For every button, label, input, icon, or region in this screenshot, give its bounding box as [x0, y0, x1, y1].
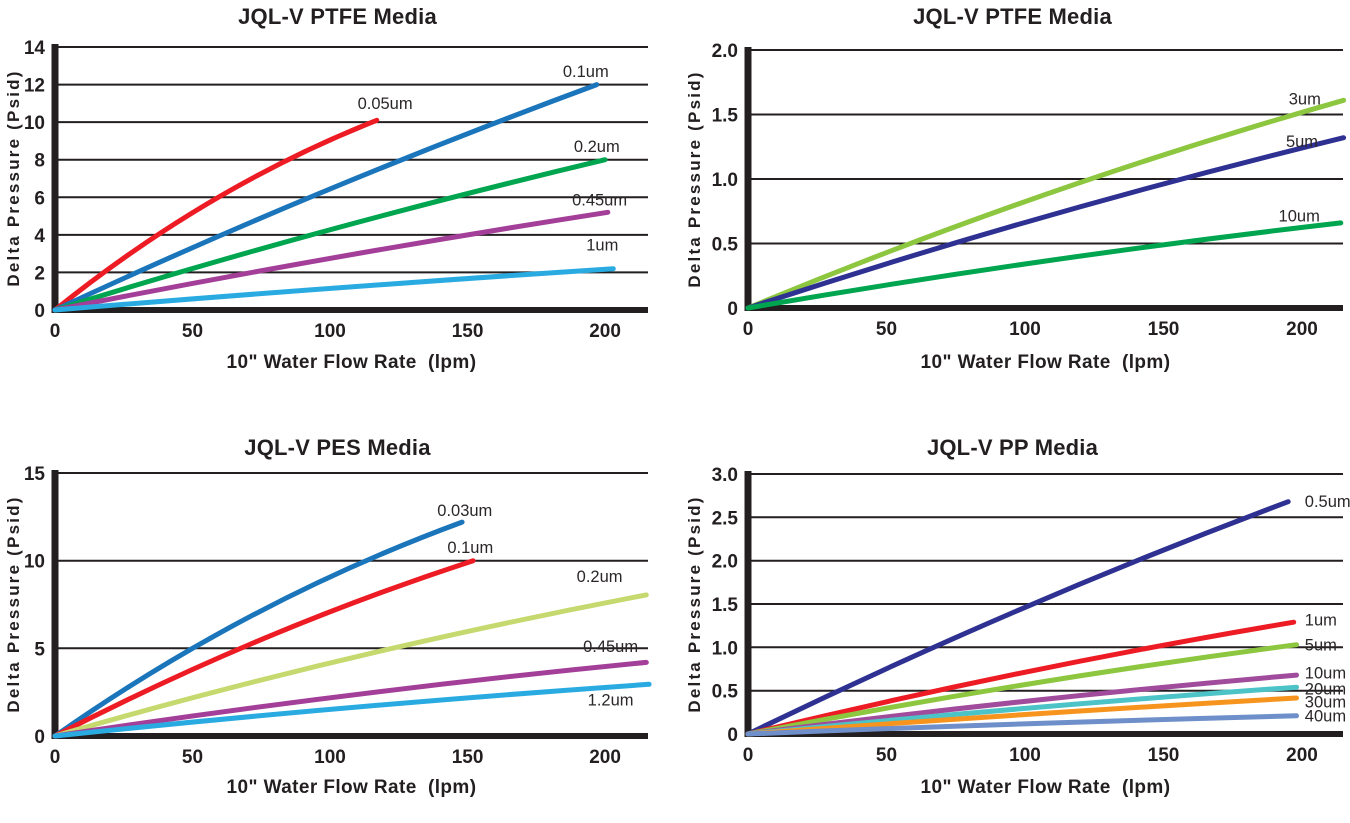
- series-label-0.2um: 0.2um: [577, 568, 623, 586]
- y-tick-label: 0: [727, 299, 738, 320]
- y-tick-label: 1.0: [712, 170, 738, 191]
- chart-title: JQL-V PTFE Media: [913, 4, 1112, 29]
- x-tick-label: 200: [589, 321, 621, 342]
- series-line-0.1um: [52, 82, 600, 313]
- x-tick-label: 200: [589, 747, 621, 768]
- series-label-0.03um: 0.03um: [437, 502, 492, 520]
- series-line-3um: [745, 97, 1347, 311]
- series-line-30um: [745, 695, 1299, 737]
- series-line-1um: [745, 619, 1297, 737]
- y-tick-label: 3.0: [712, 465, 738, 486]
- x-tick-label: 100: [314, 321, 346, 342]
- y-tick-label: 2.0: [712, 552, 738, 573]
- series-label-5um: 5um: [1286, 133, 1318, 151]
- x-axis-label: 10" Water Flow Rate (lpm): [920, 777, 1171, 798]
- y-tick-label: 1.5: [712, 595, 739, 616]
- series-line-10um: [745, 220, 1344, 311]
- x-tick-label: 100: [1009, 745, 1041, 766]
- series-label-0.45um: 0.45um: [583, 638, 638, 656]
- chart-ptfe-media-coarse: JQL-V PTFE Media Delta Pressure (Psid) 0…: [675, 0, 1350, 411]
- chart-title: JQL-V PP Media: [926, 435, 1099, 460]
- chart-plot: 0 0.5 1.0 1.5 2.0 0 50 100 150 200 3um 5um 10um: [712, 41, 1347, 340]
- chart-plot: 0 0.5 1.0 1.5 2.0 2.5 3.0 0 50 100 150 200 0.5um 1um 5…: [712, 465, 1350, 766]
- series-line-0.5um: [745, 499, 1291, 737]
- series-label-0.2um: 0.2um: [574, 138, 620, 156]
- y-tick-label: 15: [24, 464, 46, 485]
- y-tick-label: 0: [727, 725, 738, 746]
- series-line-5um: [745, 135, 1347, 311]
- chart-title: JQL-V PTFE Media: [238, 4, 437, 29]
- y-tick-label: 0: [34, 301, 45, 322]
- x-tick-label: 200: [1286, 319, 1318, 340]
- x-axis-label: 10" Water Flow Rate (lpm): [226, 777, 477, 798]
- x-tick-label: 100: [1009, 319, 1041, 340]
- y-tick-label: 0.5: [712, 235, 739, 256]
- series-line-0.45um: [52, 659, 649, 739]
- y-tick-label: 6: [34, 188, 45, 209]
- x-tick-label: 100: [314, 747, 346, 768]
- series-line-0.45um: [52, 209, 611, 313]
- x-tick-label: 200: [1286, 745, 1318, 766]
- series-label-1um: 1um: [586, 237, 618, 255]
- x-tick-label: 0: [743, 745, 754, 766]
- series-label-3um: 3um: [1289, 91, 1321, 109]
- y-tick-label: 2.0: [712, 41, 738, 62]
- chart-pp-media: JQL-V PP Media Delta Pressure (Psid) 0 0.…: [675, 411, 1350, 823]
- y-tick-label: 0.5: [712, 682, 739, 703]
- chart-plot: 0 2 4 6 8 10 12 14 0 50 100 150 200 0.05um 0.1um 0.2um 0…: [24, 38, 648, 342]
- y-tick-label: 2: [34, 263, 45, 284]
- series-label-40um: 40um: [1305, 707, 1346, 725]
- series-line-0.05um: [52, 117, 380, 313]
- x-axis-label: 10" Water Flow Rate (lpm): [226, 352, 477, 373]
- series-label-20um: 20um: [1305, 680, 1346, 698]
- x-tick-label: 0: [743, 319, 754, 340]
- series-line-40um: [745, 713, 1299, 737]
- chart-title: JQL-V PES Media: [244, 435, 431, 460]
- series-label-0.1um: 0.1um: [563, 63, 609, 81]
- x-axis-label: 10" Water Flow Rate (lpm): [920, 352, 1171, 373]
- series-line-5um: [745, 642, 1299, 737]
- series-line-1.2um: [52, 681, 652, 739]
- y-tick-label: 10: [24, 552, 45, 573]
- series-line-0.1um: [52, 558, 476, 739]
- y-tick-label: 1.5: [712, 106, 739, 127]
- series-label-0.05um: 0.05um: [358, 95, 413, 113]
- y-tick-label: 5: [34, 639, 45, 660]
- x-tick-label: 0: [50, 747, 61, 768]
- x-tick-label: 50: [182, 321, 203, 342]
- y-tick-label: 12: [24, 76, 45, 97]
- series-line-1um: [52, 266, 616, 313]
- y-tick-label: 8: [34, 151, 45, 172]
- x-tick-label: 50: [182, 747, 203, 768]
- x-tick-label: 150: [452, 321, 484, 342]
- x-tick-label: 50: [876, 319, 897, 340]
- series-label-0.1um: 0.1um: [447, 539, 493, 557]
- series-label-5um: 5um: [1305, 637, 1337, 655]
- y-tick-label: 0: [34, 727, 45, 748]
- y-tick-label: 2.5: [712, 508, 739, 529]
- y-tick-label: 10: [24, 113, 45, 134]
- series-line-0.03um: [52, 519, 465, 739]
- x-tick-label: 150: [1148, 745, 1180, 766]
- series-line-0.2um: [52, 157, 608, 313]
- y-tick-label: 1.0: [712, 638, 738, 659]
- x-tick-label: 150: [452, 747, 484, 768]
- y-tick-label: 4: [34, 226, 45, 247]
- series-label-1um: 1um: [1305, 612, 1337, 630]
- x-tick-label: 50: [876, 745, 897, 766]
- chart-ptfe-media-fine: JQL-V PTFE Media Delta Pressure (Psid) 0…: [0, 0, 675, 411]
- series-label-10um: 10um: [1279, 207, 1320, 225]
- x-tick-label: 150: [1148, 319, 1180, 340]
- series-label-1.2um: 1.2um: [588, 692, 634, 710]
- series-line-0.2um: [52, 592, 649, 739]
- x-tick-label: 0: [50, 321, 61, 342]
- y-tick-label: 14: [24, 38, 46, 59]
- series-label-10um: 10um: [1305, 664, 1346, 682]
- series-label-30um: 30um: [1305, 693, 1346, 711]
- series-label-0.45um: 0.45um: [572, 192, 627, 210]
- series-label-0.5um: 0.5um: [1305, 493, 1350, 511]
